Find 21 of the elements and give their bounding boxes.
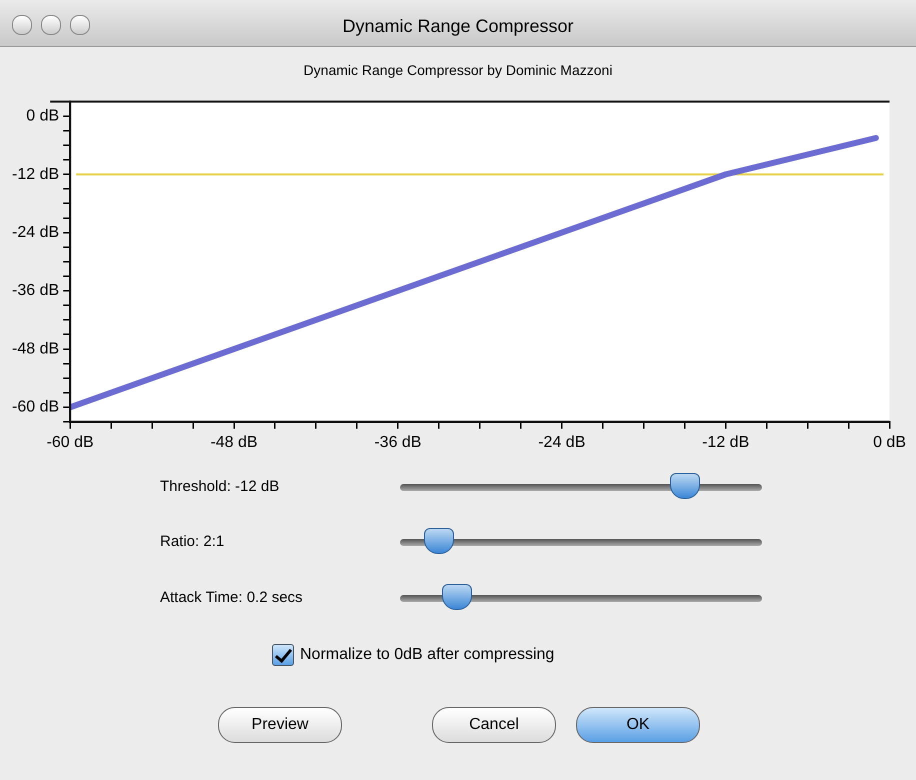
text: Normalize to 0dB after compressing bbox=[300, 646, 554, 664]
text: Ratio: 2:1 bbox=[160, 533, 224, 550]
x-tick-label: -24 dB bbox=[538, 434, 586, 451]
x-tick-label: -60 dB bbox=[46, 434, 94, 451]
text: Attack Time: 0.2 secs bbox=[160, 589, 303, 606]
x-tick-label: -12 dB bbox=[702, 434, 750, 451]
text: Cancel bbox=[432, 707, 556, 743]
text: Preview bbox=[218, 707, 342, 743]
y-tick-label: -60 dB bbox=[12, 398, 60, 416]
chart-subtitle: Dynamic Range Compressor by Dominic Mazzoni bbox=[302, 62, 614, 78]
x-tick-label: -48 dB bbox=[210, 434, 258, 451]
y-tick-label: -24 dB bbox=[12, 224, 60, 241]
y-tick-label: 0 dB bbox=[26, 108, 60, 125]
x-tick-label: 0 dB bbox=[873, 434, 906, 451]
chart-title: Dynamic Range Compressor bbox=[341, 16, 575, 37]
x-tick-label: -36 dB bbox=[374, 434, 422, 451]
text: Threshold: -12 dB bbox=[160, 478, 280, 495]
y-tick-label: -36 dB bbox=[12, 282, 60, 300]
y-tick-label: -12 dB bbox=[12, 166, 60, 183]
text: OK bbox=[576, 707, 700, 743]
y-tick-label: -48 dB bbox=[12, 340, 60, 358]
